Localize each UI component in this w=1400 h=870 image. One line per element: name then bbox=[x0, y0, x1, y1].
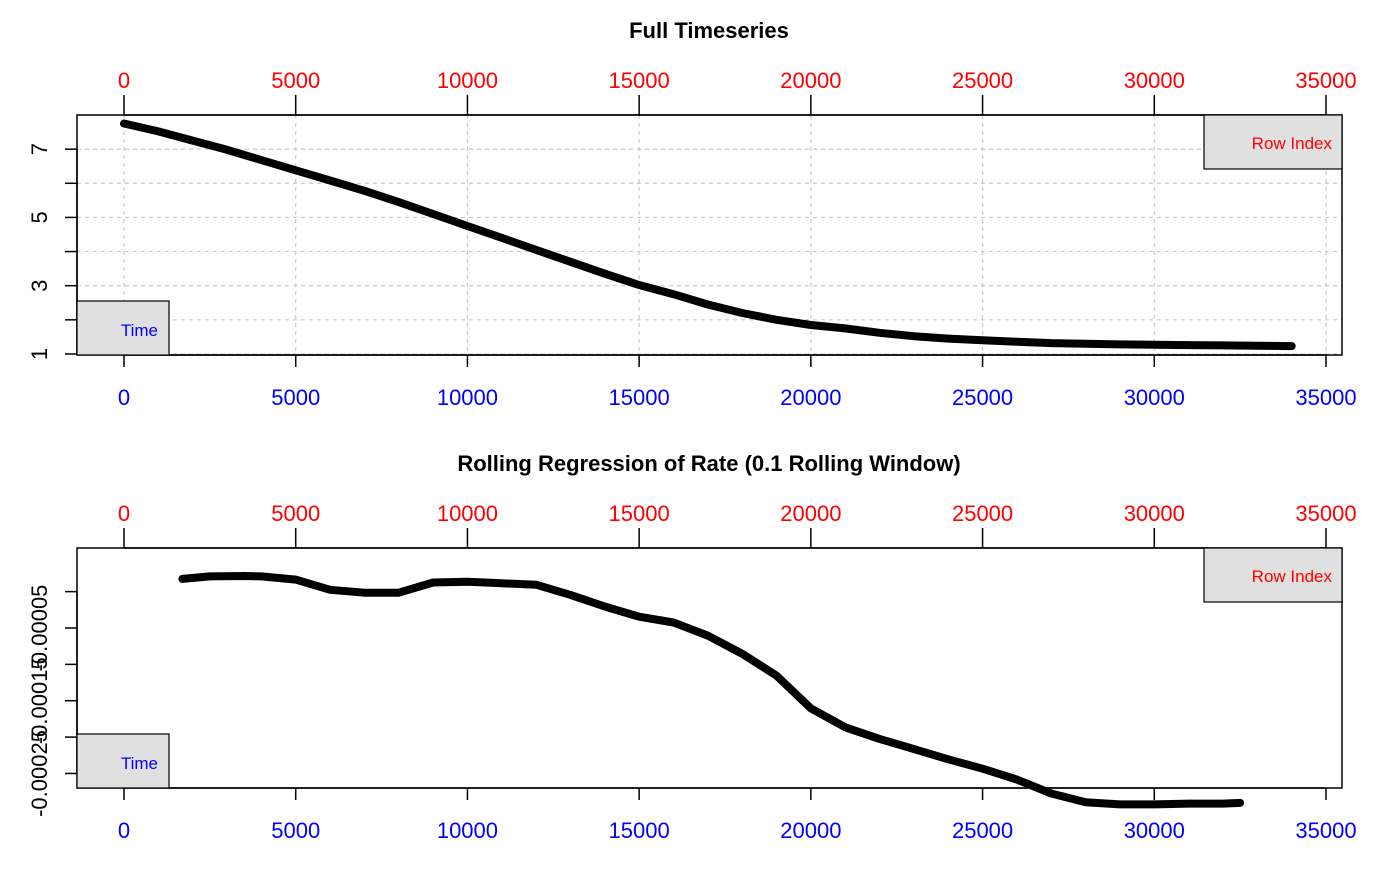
tick-label: 5000 bbox=[271, 68, 320, 93]
tick-label: 20000 bbox=[780, 818, 841, 843]
bottom-axis: 0 5000 10000 15000 20000 25000 30000 35000 bbox=[118, 787, 1357, 843]
tick-label: 25000 bbox=[952, 501, 1013, 526]
tick-label: 7 bbox=[27, 143, 52, 155]
chart-title: Full Timeseries bbox=[629, 18, 789, 43]
tick-label: 0 bbox=[118, 818, 130, 843]
tick-label: 15000 bbox=[609, 385, 670, 410]
tick-label: 35000 bbox=[1295, 501, 1356, 526]
bottom-axis: 0 5000 10000 15000 20000 25000 30000 35000 bbox=[118, 354, 1357, 410]
tick-label: -0.00025 bbox=[27, 730, 52, 817]
legend-label: Row Index bbox=[1252, 134, 1333, 153]
tick-label: 20000 bbox=[780, 501, 841, 526]
tick-label: 10000 bbox=[437, 818, 498, 843]
tick-label: 15000 bbox=[609, 68, 670, 93]
grid bbox=[77, 115, 1342, 355]
legend-box bbox=[1203, 547, 1343, 603]
tick-label: 5 bbox=[27, 211, 52, 223]
tick-label: 5000 bbox=[271, 501, 320, 526]
tick-label: 1 bbox=[27, 348, 52, 360]
tick-label: 0 bbox=[118, 501, 130, 526]
tick-label: 35000 bbox=[1295, 385, 1356, 410]
series-line bbox=[120, 119, 1296, 351]
tick-label: 20000 bbox=[780, 68, 841, 93]
tick-label: 10000 bbox=[437, 68, 498, 93]
tick-label: 10000 bbox=[437, 385, 498, 410]
tick-label: -0.00005 bbox=[27, 585, 52, 672]
tick-label: 35000 bbox=[1295, 818, 1356, 843]
legend-row-index: Row Index bbox=[1203, 114, 1343, 170]
panel-full-timeseries: Full Timeseries 0 5000 10000 15000 20000 2500… bbox=[27, 18, 1357, 410]
tick-label: 10000 bbox=[437, 501, 498, 526]
tick-label: 30000 bbox=[1124, 68, 1185, 93]
top-axis: 0 5000 10000 15000 20000 25000 30000 35000 bbox=[118, 501, 1357, 549]
legend-box bbox=[76, 300, 170, 356]
plot-frame bbox=[76, 547, 1343, 789]
panel-rolling-regression: Rolling Regression of Rate (0.1 Rolling … bbox=[27, 451, 1357, 843]
tick-label: 0 bbox=[118, 385, 130, 410]
plot-frame bbox=[76, 114, 1343, 356]
y-axis: 1 3 5 7 bbox=[27, 143, 78, 360]
chart-title: Rolling Regression of Rate (0.1 Rolling … bbox=[457, 451, 960, 476]
tick-label: 30000 bbox=[1124, 818, 1185, 843]
tick-label: 5000 bbox=[271, 818, 320, 843]
legend-box bbox=[1203, 114, 1343, 170]
y-axis: -0.00025-0.00015-0.00005 bbox=[27, 585, 78, 817]
legend-box bbox=[76, 733, 170, 789]
tick-label: 5000 bbox=[271, 385, 320, 410]
tick-label: 15000 bbox=[609, 501, 670, 526]
legend-label: Time bbox=[121, 754, 158, 773]
legend-row-index: Row Index bbox=[1203, 547, 1343, 603]
tick-label: 30000 bbox=[1124, 385, 1185, 410]
tick-label: 20000 bbox=[780, 385, 841, 410]
legend-label: Row Index bbox=[1252, 567, 1333, 586]
tick-label: 25000 bbox=[952, 68, 1013, 93]
top-axis: 0 5000 10000 15000 20000 25000 30000 35000 bbox=[118, 68, 1357, 116]
tick-label: 35000 bbox=[1295, 68, 1356, 93]
legend-time: Time bbox=[76, 300, 170, 356]
legend-label: Time bbox=[121, 321, 158, 340]
series-line bbox=[178, 572, 1245, 809]
tick-label: 25000 bbox=[952, 818, 1013, 843]
tick-label: -0.00015 bbox=[27, 657, 52, 744]
tick-label: 25000 bbox=[952, 385, 1013, 410]
tick-label: 15000 bbox=[609, 818, 670, 843]
legend-time: Time bbox=[76, 733, 170, 789]
tick-label: 0 bbox=[118, 68, 130, 93]
tick-label: 30000 bbox=[1124, 501, 1185, 526]
tick-label: 3 bbox=[27, 280, 52, 292]
